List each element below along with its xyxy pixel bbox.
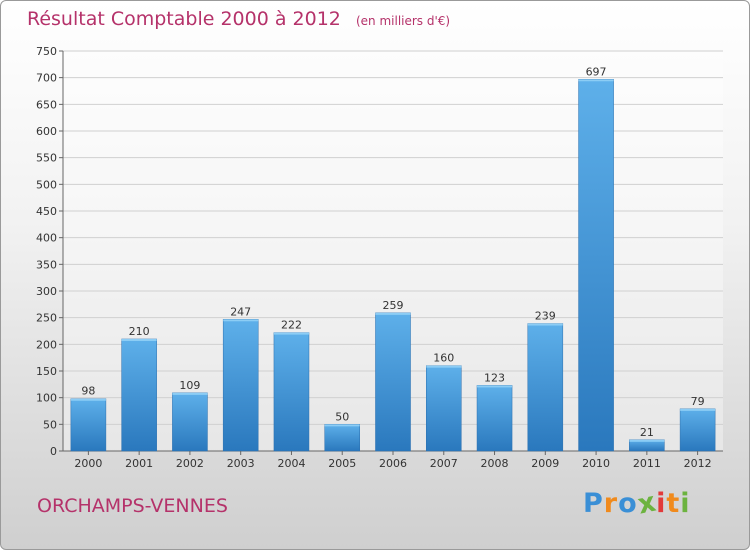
bar-2001 xyxy=(121,338,157,452)
logo-letter: o xyxy=(618,488,638,519)
logo-letter: r xyxy=(603,488,619,519)
bar-2000 xyxy=(70,398,107,452)
bar-value-label: 79 xyxy=(691,395,705,408)
y-tick-label: 600 xyxy=(36,125,57,138)
bar-highlight xyxy=(324,424,360,427)
logo-letter: P xyxy=(583,488,604,519)
y-tick-label: 700 xyxy=(36,72,57,85)
y-tick-label: 450 xyxy=(36,205,57,218)
bar-value-label: 50 xyxy=(335,410,349,423)
y-tick-label: 750 xyxy=(36,45,57,58)
y-tick-label: 100 xyxy=(36,392,57,405)
y-tick-label: 300 xyxy=(36,285,57,298)
chart-title-main: Résultat Comptable 2000 à 2012 xyxy=(27,8,341,30)
x-tick-label: 2007 xyxy=(430,457,458,470)
x-tick-label: 2000 xyxy=(74,457,102,470)
bar-2009 xyxy=(527,323,564,452)
x-tick-label: 2004 xyxy=(277,457,305,470)
bar-value-label: 697 xyxy=(586,65,607,78)
bar-value-label: 109 xyxy=(179,379,200,392)
proxiti-logo: Proxiti xyxy=(583,486,691,520)
bar-highlight xyxy=(121,339,157,341)
bar-highlight xyxy=(629,439,665,442)
bar-2010 xyxy=(578,79,614,452)
x-tick-label: 2009 xyxy=(531,457,559,470)
y-tick-label: 550 xyxy=(36,152,57,165)
x-tick-label: 2003 xyxy=(227,457,255,470)
bar-highlight xyxy=(273,332,309,335)
y-tick-label: 0 xyxy=(50,445,57,458)
bar-highlight xyxy=(223,319,259,322)
bar-2012 xyxy=(679,408,716,452)
bar-highlight xyxy=(375,312,411,315)
bar-highlight xyxy=(172,392,208,395)
y-tick-label: 200 xyxy=(36,338,57,351)
x-tick-label: 2011 xyxy=(633,457,661,470)
bar-highlight xyxy=(477,385,513,388)
bar-value-label: 239 xyxy=(535,310,556,323)
bar-value-label: 123 xyxy=(484,371,505,384)
y-tick-label: 650 xyxy=(36,98,57,111)
bar-value-label: 259 xyxy=(383,299,404,312)
bar-highlight xyxy=(578,79,614,82)
x-tick-label: 2008 xyxy=(481,457,509,470)
bar-highlight xyxy=(527,323,563,326)
bar-2005 xyxy=(324,424,360,452)
bar-value-label: 21 xyxy=(640,426,654,439)
bar-value-label: 98 xyxy=(81,385,95,398)
x-tick-label: 2001 xyxy=(125,457,153,470)
bar-value-label: 222 xyxy=(281,319,302,332)
y-tick-label: 500 xyxy=(36,178,57,191)
commune-name: ORCHAMPS-VENNES xyxy=(37,495,228,517)
y-tick-label: 150 xyxy=(36,365,57,378)
bar-2002 xyxy=(172,392,208,452)
logo-letter: t xyxy=(666,488,681,519)
chart-title-unit: (en milliers d'€) xyxy=(355,14,451,28)
logo-letter: i xyxy=(656,488,667,519)
x-tick-label: 2010 xyxy=(582,457,610,470)
y-tick-label: 50 xyxy=(43,418,57,431)
bar-2003 xyxy=(222,319,259,452)
y-tick-label: 250 xyxy=(36,312,57,325)
bar-value-label: 247 xyxy=(230,305,251,318)
bar-2006 xyxy=(375,312,411,452)
bar-highlight xyxy=(70,398,106,401)
bar-highlight xyxy=(680,408,716,411)
bar-2008 xyxy=(476,385,513,452)
y-tick-label: 400 xyxy=(36,232,57,245)
y-tick-label: 350 xyxy=(36,258,57,271)
bar-value-label: 160 xyxy=(433,352,454,365)
bar-2004 xyxy=(273,332,310,452)
x-tick-label: 2002 xyxy=(176,457,204,470)
bar-value-label: 210 xyxy=(129,325,150,338)
bar-2007 xyxy=(426,365,462,452)
chart-title: Résultat Comptable 2000 à 2012 (en milli… xyxy=(27,8,450,30)
x-tick-label: 2005 xyxy=(328,457,356,470)
bar-chart: 0501001502002503003504004505005506006507… xyxy=(36,45,723,470)
x-tick-label: 2012 xyxy=(684,457,712,470)
x-tick-label: 2006 xyxy=(379,457,407,470)
logo-letter: i xyxy=(680,488,691,519)
bar-highlight xyxy=(426,365,462,368)
